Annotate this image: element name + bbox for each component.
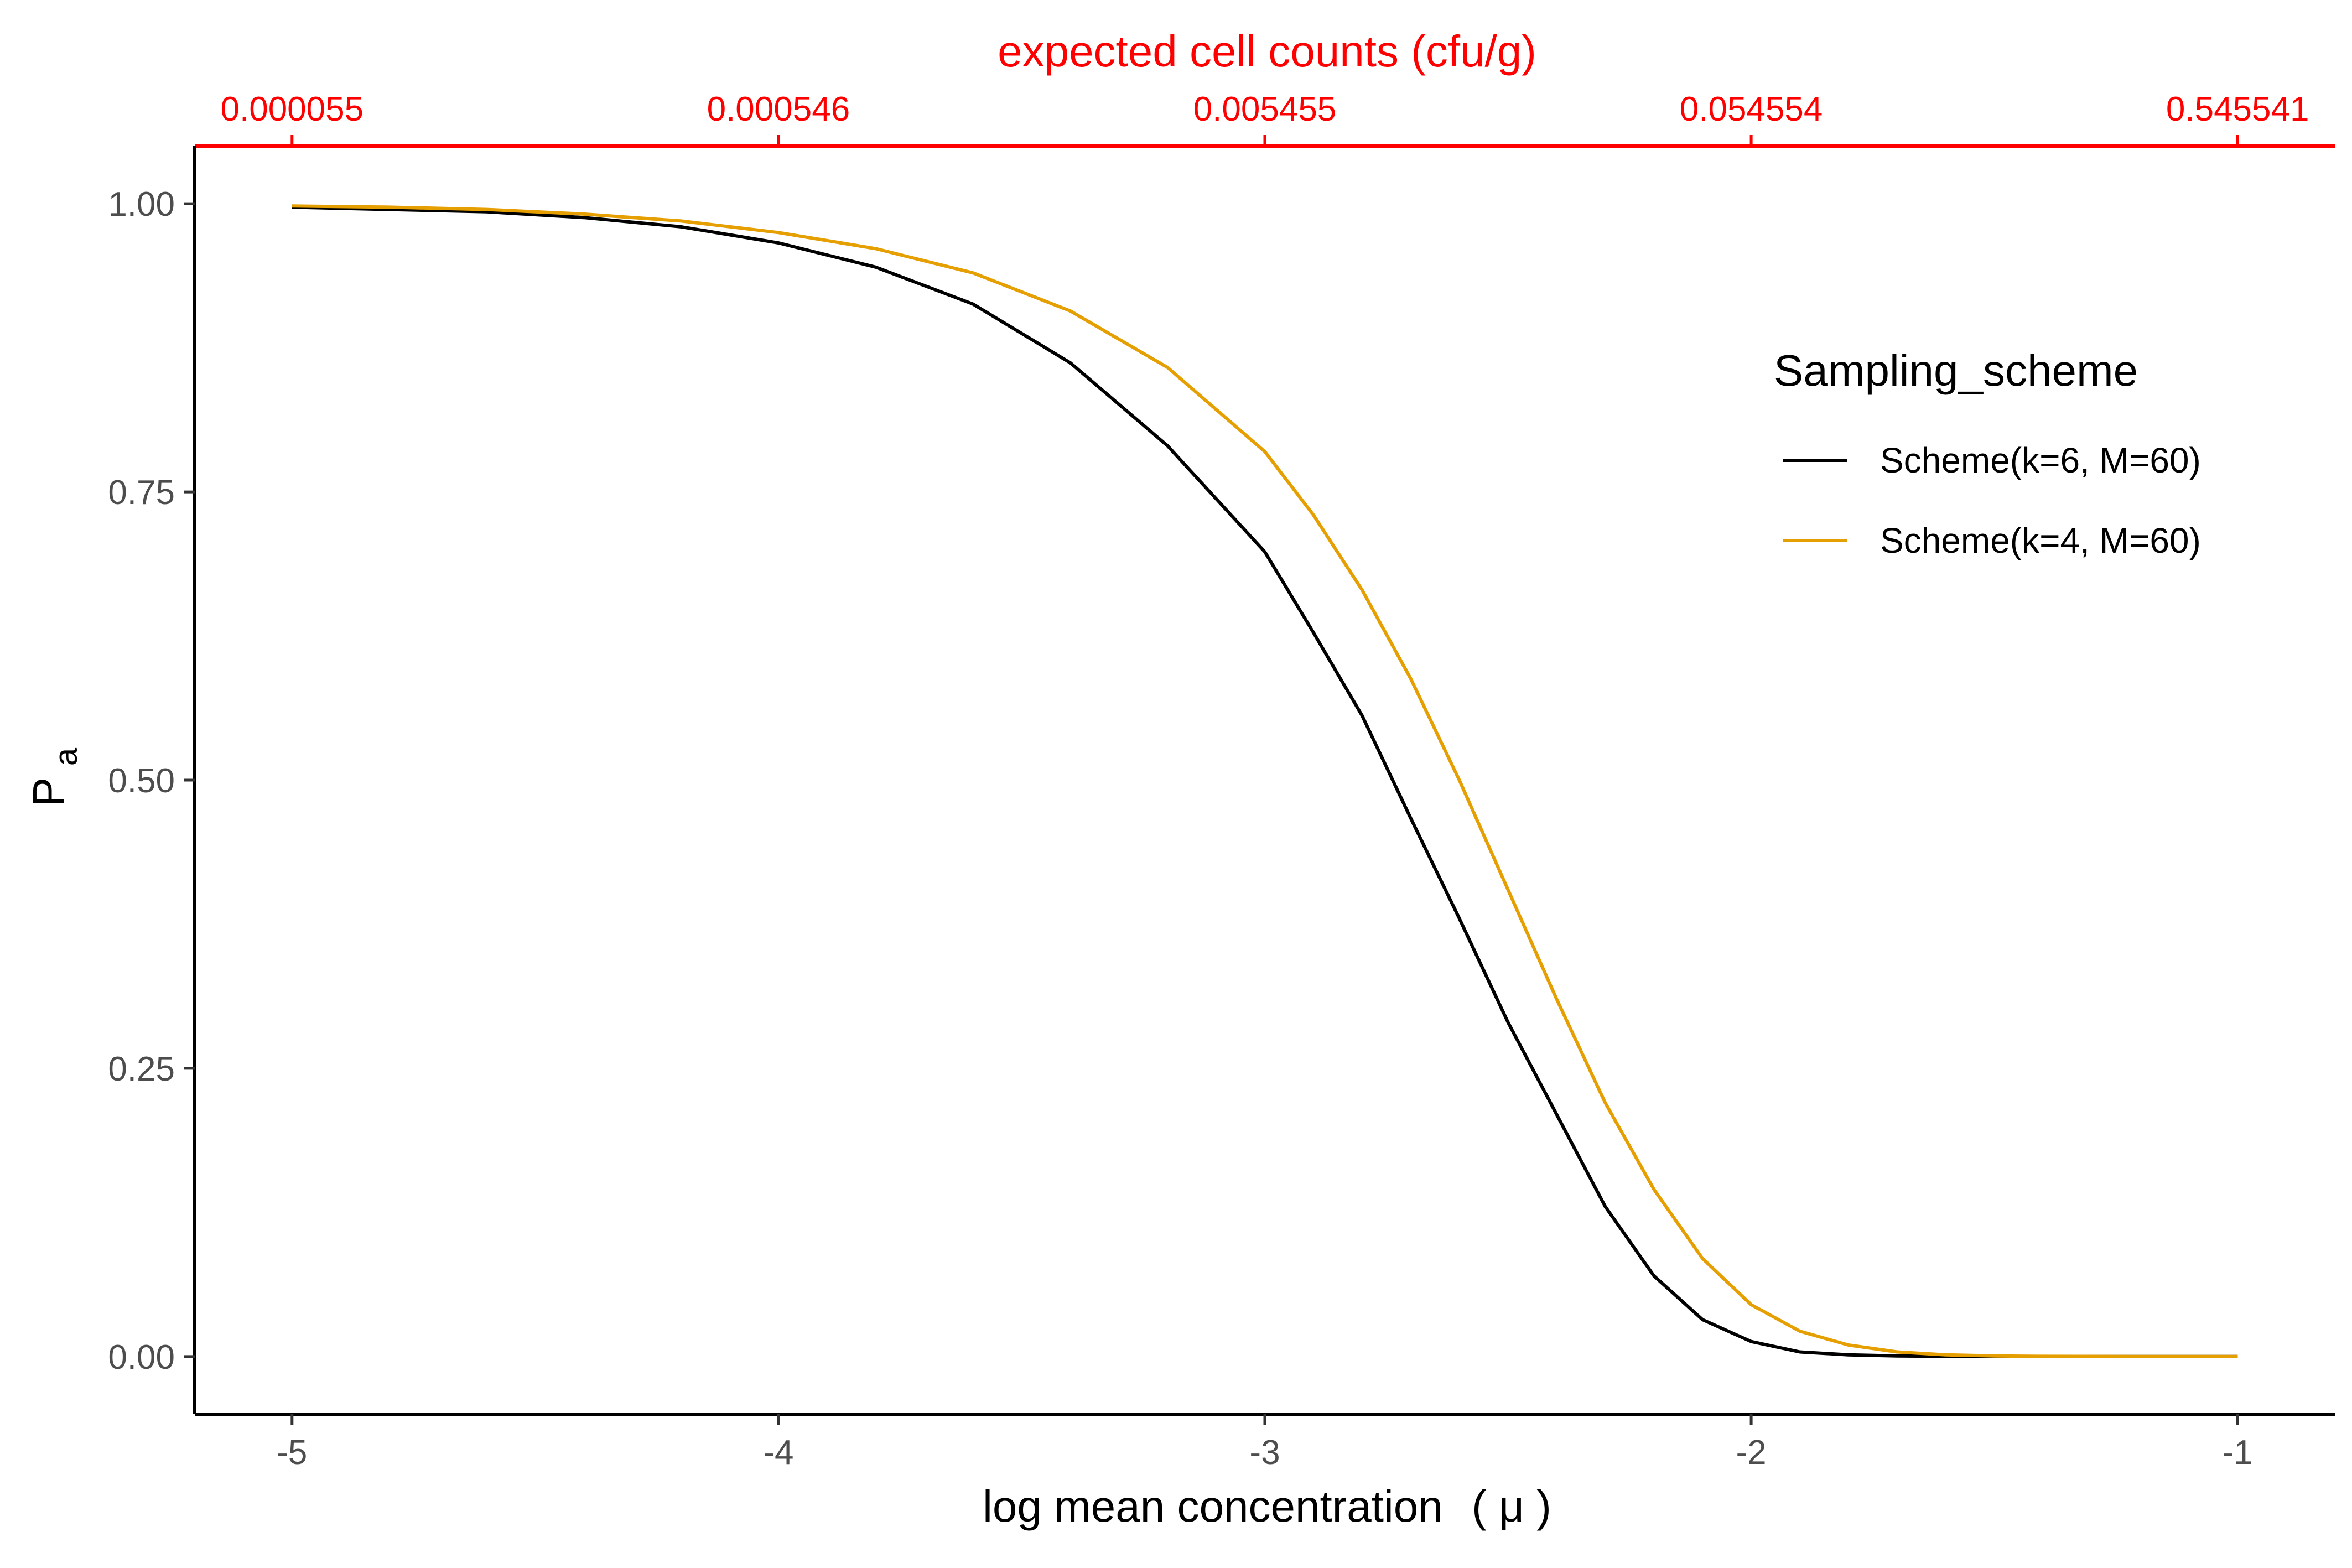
legend-label-1: Scheme(k=6, M=60)	[1880, 440, 2201, 480]
y-axis-title-sub: a	[48, 747, 84, 766]
y-tick-label: 0.00	[108, 1338, 175, 1377]
y-tick-label: 0.75	[108, 474, 175, 512]
top-axis-ticks: 0.000055 0.000546 0.005455 0.054554 0.545541	[221, 90, 2309, 146]
x-axis-ticks: -5 -4 -3 -2 -1	[277, 1414, 2253, 1472]
y-axis-title: P a	[24, 747, 84, 807]
svg-text:P a: P a	[24, 747, 84, 807]
top-axis-title: expected cell counts (cfu/g)	[998, 27, 1536, 76]
x-tick-label: -3	[1249, 1434, 1280, 1472]
y-tick-label: 0.25	[108, 1050, 175, 1088]
y-tick-label: 1.00	[108, 185, 175, 224]
top-tick-label: 0.545541	[2166, 90, 2309, 128]
x-axis-title-main: log mean concentration	[983, 1482, 1443, 1531]
y-tick-label: 0.50	[108, 762, 175, 800]
x-axis-title: log mean concentration ( μ )	[983, 1482, 1551, 1531]
legend-label-2: Scheme(k=4, M=60)	[1880, 521, 2201, 560]
x-tick-label: -2	[1736, 1434, 1767, 1472]
legend-title: Sampling_scheme	[1774, 346, 2138, 395]
top-tick-label: 0.000546	[707, 90, 850, 128]
series-line-1	[292, 205, 2238, 1358]
top-tick-label: 0.000055	[221, 90, 364, 128]
top-tick-label: 0.054554	[1680, 90, 1823, 128]
y-axis-title-main: P	[24, 778, 73, 807]
x-tick-label: -4	[763, 1434, 793, 1472]
x-tick-label: -1	[2223, 1434, 2253, 1472]
legend: Sampling_scheme Scheme(k=6, M=60) Scheme(…	[1774, 346, 2201, 560]
series-group	[292, 204, 2238, 1358]
x-tick-label: -5	[277, 1434, 307, 1472]
y-axis-ticks: 0.00 0.25 0.50 0.75 1.00	[108, 185, 195, 1377]
series-line-2	[292, 204, 2238, 1358]
x-axis-title-symbol: ( μ )	[1472, 1482, 1551, 1531]
top-tick-label: 0.005455	[1193, 90, 1337, 128]
